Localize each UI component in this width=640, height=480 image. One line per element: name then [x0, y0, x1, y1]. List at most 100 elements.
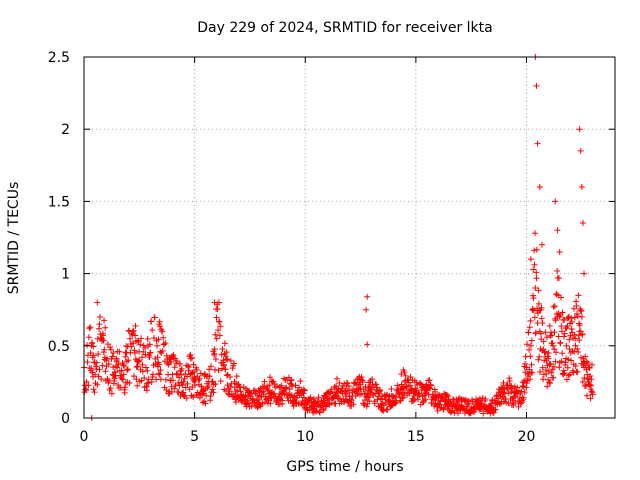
data-point [548, 369, 555, 376]
data-point [184, 373, 191, 380]
data-point [216, 332, 223, 339]
data-point [388, 386, 395, 393]
x-axis-ticks: 0 5 10 15 20 [80, 57, 535, 445]
data-point [425, 391, 432, 398]
data-point [583, 392, 590, 399]
data-point [169, 377, 176, 384]
x-tick-label: 5 [190, 429, 199, 445]
data-point [134, 337, 141, 344]
data-point [123, 343, 130, 350]
data-point [403, 384, 410, 391]
data-point [583, 358, 590, 365]
data-point [445, 393, 452, 400]
data-point [107, 346, 114, 353]
data-point [333, 375, 340, 382]
data-point [145, 376, 152, 383]
data-point [138, 377, 145, 384]
data-point [261, 378, 268, 385]
data-point [146, 341, 153, 348]
data-point [300, 386, 307, 393]
data-point [220, 361, 227, 368]
data-point [572, 342, 579, 349]
data-point [522, 360, 529, 367]
data-point [416, 391, 423, 398]
data-point [543, 334, 550, 341]
data-point [550, 342, 557, 349]
data-point [579, 331, 586, 338]
data-point [148, 318, 155, 325]
data-point [532, 329, 539, 336]
data-point [558, 358, 565, 365]
data-point [393, 399, 400, 406]
data-point [500, 389, 507, 396]
data-point [147, 350, 154, 357]
data-point [102, 368, 109, 375]
data-point [362, 383, 369, 390]
data-point [588, 376, 595, 383]
data-point [542, 348, 549, 355]
data-point [499, 384, 506, 391]
data-point [508, 384, 515, 391]
data-point [523, 384, 530, 391]
data-point [90, 386, 97, 393]
data-point [552, 358, 559, 365]
data-point [443, 392, 450, 399]
data-point [346, 393, 353, 400]
data-point [86, 325, 93, 332]
data-point [480, 410, 487, 417]
data-point [278, 382, 285, 389]
data-point [359, 379, 366, 386]
data-point [121, 363, 128, 370]
data-point [542, 329, 549, 336]
data-point [402, 372, 409, 379]
data-point [344, 387, 351, 394]
data-point [93, 359, 100, 366]
data-point [540, 338, 547, 345]
data-point [574, 313, 581, 320]
data-point [520, 383, 527, 390]
data-point [125, 357, 132, 364]
data-point [87, 350, 94, 357]
data-point [537, 368, 544, 375]
data-point [168, 388, 175, 395]
data-point [561, 330, 568, 337]
data-point [109, 353, 116, 360]
data-point [394, 382, 401, 389]
data-point [133, 363, 140, 370]
data-point [233, 373, 240, 380]
data-point [117, 384, 124, 391]
data-point [126, 380, 133, 387]
data-point [577, 307, 584, 314]
data-point [363, 306, 370, 313]
data-point [312, 407, 319, 414]
data-point [358, 374, 365, 381]
data-point [222, 353, 229, 360]
data-point [576, 126, 583, 133]
data-point [207, 363, 214, 370]
data-point [171, 385, 178, 392]
data-point [141, 374, 148, 381]
data-point [83, 378, 90, 385]
data-point [371, 400, 378, 407]
data-point [214, 306, 221, 313]
data-point [115, 382, 122, 389]
data-point [588, 382, 595, 389]
data-point [426, 377, 433, 384]
data-point [218, 351, 225, 358]
data-point [491, 407, 498, 414]
data-point [568, 319, 575, 326]
data-point [101, 346, 108, 353]
data-point [92, 371, 99, 378]
data-point [546, 361, 553, 368]
data-point [91, 389, 98, 396]
data-point [529, 369, 536, 376]
data-point [565, 372, 572, 379]
data-point [336, 380, 343, 387]
y-tick-label: 2 [61, 122, 70, 138]
data-point [213, 314, 220, 321]
data-point [558, 323, 565, 330]
data-point [588, 388, 595, 395]
data-point [163, 352, 170, 359]
data-point [157, 376, 164, 383]
